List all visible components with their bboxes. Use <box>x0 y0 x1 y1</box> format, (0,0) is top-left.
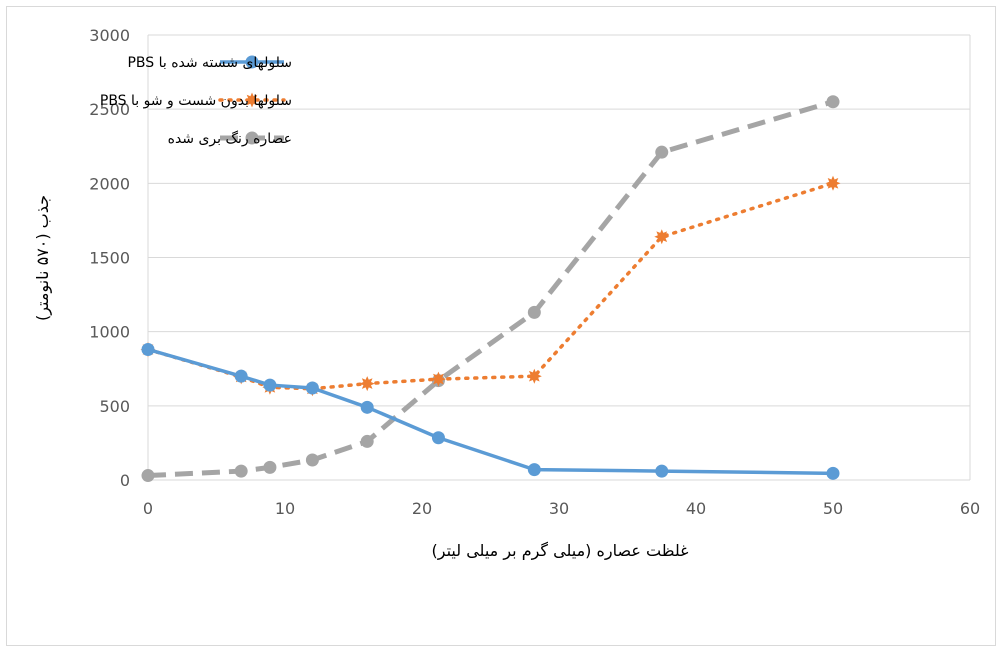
data-point <box>360 434 374 448</box>
data-point <box>305 453 319 467</box>
y-axis-title: جذب (۵۷۰ نانومتر) <box>33 195 53 321</box>
series-2 <box>141 95 840 483</box>
x-tick-label: 60 <box>960 499 980 518</box>
data-point <box>826 95 840 109</box>
x-axis-title: غلظت عصاره (میلی گرم بر میلی لیتر) <box>432 541 689 561</box>
y-tick-label: 1500 <box>89 249 130 268</box>
gridlines <box>147 34 971 481</box>
y-tick-label: 2500 <box>89 100 130 119</box>
data-point <box>305 381 319 395</box>
legend-swatch-marker <box>245 55 259 69</box>
legend-swatch-marker <box>244 92 260 108</box>
x-tick-label: 30 <box>549 499 569 518</box>
data-point <box>263 378 277 392</box>
x-tick-label: 50 <box>823 499 843 518</box>
legend-label: عصاره رنگ بری شده <box>168 130 292 147</box>
data-point <box>234 464 248 478</box>
data-point <box>360 400 374 414</box>
data-point <box>655 464 669 478</box>
series-line <box>147 99 834 479</box>
data-point <box>430 371 446 387</box>
legend-label: سلولها بدون شست و شو با PBS <box>100 93 292 109</box>
series-1 <box>140 175 841 397</box>
data-point <box>825 175 841 191</box>
legend-label: سلولهای شسته شده با PBS <box>127 55 292 71</box>
y-tick-label: 2000 <box>89 174 130 193</box>
data-point <box>141 469 155 483</box>
data-point <box>359 376 375 392</box>
data-point <box>263 460 277 474</box>
data-point <box>141 342 155 356</box>
data-point <box>655 145 669 159</box>
data-point <box>826 466 840 480</box>
data-point <box>234 369 248 383</box>
chart-frame <box>6 6 996 646</box>
series-0 <box>141 342 840 480</box>
y-tick-label: 3000 <box>89 26 130 45</box>
legend-swatch-marker <box>245 131 259 145</box>
data-point <box>527 305 541 319</box>
series-line <box>147 347 834 476</box>
x-tick-label: 20 <box>412 499 432 518</box>
y-tick-label: 0 <box>120 471 130 490</box>
data-series <box>140 95 841 483</box>
y-tick-labels: 0 500 1000 1500 2000 2500 3000 <box>89 26 130 490</box>
series-line <box>146 181 835 391</box>
y-tick-label: 500 <box>99 397 130 416</box>
data-point <box>527 463 541 477</box>
x-tick-labels: 0 10 20 30 40 50 60 <box>143 499 980 518</box>
legend: سلولهای شسته شده با PBS سلولها بدون شست و… <box>100 55 292 147</box>
x-tick-label: 0 <box>143 499 153 518</box>
data-point <box>654 229 670 245</box>
x-tick-label: 40 <box>686 499 706 518</box>
y-tick-label: 1000 <box>89 323 130 342</box>
data-point <box>431 431 445 445</box>
x-tick-label: 10 <box>275 499 295 518</box>
data-point <box>526 368 542 384</box>
